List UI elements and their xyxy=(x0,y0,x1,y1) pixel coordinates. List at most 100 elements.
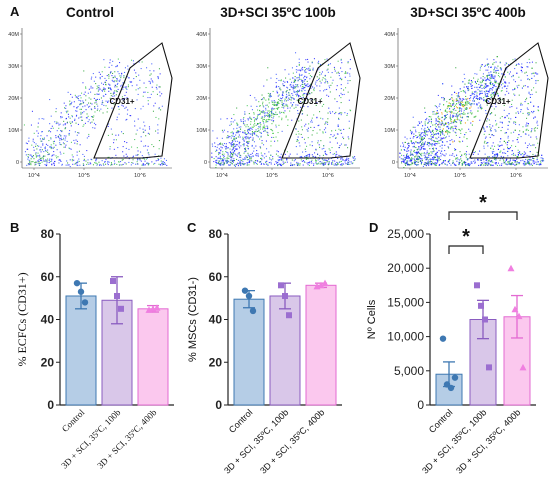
flow-event-dot xyxy=(91,109,93,111)
flow-event-dot xyxy=(461,160,463,162)
flow-event-dot xyxy=(221,162,223,164)
flow-event-dot xyxy=(489,136,491,138)
flow-event-dot xyxy=(435,159,437,161)
flow-event-dot xyxy=(419,160,421,162)
flow-event-dot xyxy=(408,150,410,152)
flow-event-dot xyxy=(469,103,471,105)
flow-event-dot xyxy=(416,142,418,144)
flow-y-tick-label: 10M xyxy=(384,128,395,134)
flow-event-dot xyxy=(425,163,427,165)
flow-event-dot xyxy=(276,78,278,80)
flow-event-dot xyxy=(245,136,247,138)
flow-event-dot xyxy=(439,135,441,137)
flow-event-dot xyxy=(415,141,417,143)
flow-event-dot xyxy=(259,105,261,107)
flow-event-dot xyxy=(65,105,67,107)
flow-event-dot xyxy=(296,91,298,93)
flow-event-dot xyxy=(409,129,411,131)
flow-event-dot xyxy=(44,147,46,149)
flow-event-dot xyxy=(315,160,317,162)
flow-event-dot xyxy=(481,81,483,83)
flow-event-dot xyxy=(111,102,113,104)
flow-event-dot xyxy=(303,84,305,86)
flow-event-dot xyxy=(124,97,126,99)
flow-event-dot xyxy=(50,146,52,148)
flow-event-dot xyxy=(251,139,253,141)
flow-event-dot xyxy=(49,146,51,148)
flow-event-dot xyxy=(296,139,298,141)
flow-event-dot xyxy=(296,92,298,94)
y-tick-label: 40 xyxy=(41,313,55,327)
flow-event-dot xyxy=(318,158,320,160)
flow-event-dot xyxy=(443,99,445,101)
flow-event-dot xyxy=(250,157,252,159)
flow-event-dot xyxy=(495,153,497,155)
flow-event-dot xyxy=(271,129,273,131)
flow-event-dot xyxy=(166,164,168,166)
flow-event-dot xyxy=(462,98,464,100)
flow-event-dot xyxy=(304,86,306,88)
flow-event-dot xyxy=(349,161,351,163)
flow-event-dot xyxy=(290,83,292,85)
flow-event-dot xyxy=(227,155,229,157)
flow-event-dot xyxy=(479,91,481,93)
flow-event-dot xyxy=(452,114,454,116)
flow-event-dot xyxy=(338,95,340,97)
flow-event-dot xyxy=(490,78,492,80)
flow-event-dot xyxy=(499,145,501,147)
flow-event-dot xyxy=(244,136,246,138)
flow-y-tick-label: 40M xyxy=(384,32,395,38)
flow-event-dot xyxy=(271,112,273,114)
flow-event-dot xyxy=(321,162,323,164)
flow-event-dot xyxy=(291,104,293,106)
flow-event-dot xyxy=(438,142,440,144)
flow-event-dot xyxy=(269,112,271,114)
flow-event-dot xyxy=(230,152,232,154)
flow-event-dot xyxy=(269,157,271,159)
flow-event-dot xyxy=(529,164,531,166)
significance-bracket xyxy=(448,245,484,254)
flow-event-dot xyxy=(53,151,55,153)
flow-event-dot xyxy=(486,86,488,88)
flow-event-dot xyxy=(481,80,483,82)
flow-event-dot xyxy=(278,159,280,161)
flow-event-dot xyxy=(110,95,112,97)
flow-event-dot xyxy=(407,155,409,157)
flow-event-dot xyxy=(337,163,339,165)
flow-event-dot xyxy=(231,145,233,147)
flow-event-dot xyxy=(468,163,470,165)
flow-event-dot xyxy=(278,163,280,165)
flow-event-dot xyxy=(465,104,467,106)
flow-event-dot xyxy=(465,102,467,104)
flow-event-dot xyxy=(69,104,71,106)
flow-event-dot xyxy=(233,164,235,166)
flow-event-dot xyxy=(449,114,451,116)
flow-event-dot xyxy=(266,114,268,116)
flow-event-dot xyxy=(406,161,408,163)
flow-event-dot xyxy=(533,163,535,165)
flow-event-dot xyxy=(494,154,496,156)
flow-event-dot xyxy=(128,161,130,163)
flow-event-dot xyxy=(337,71,339,73)
flow-event-dot xyxy=(488,63,490,65)
flow-event-dot xyxy=(82,163,84,165)
flow-event-dot xyxy=(313,88,315,90)
flow-event-dot xyxy=(329,87,331,89)
flow-event-dot xyxy=(432,124,434,126)
flow-event-dot xyxy=(276,104,278,106)
flow-event-dot xyxy=(27,163,29,165)
flow-event-dot xyxy=(462,90,464,92)
flow-event-dot xyxy=(80,108,82,110)
flow-event-dot xyxy=(499,76,501,78)
flow-event-dot xyxy=(528,163,530,165)
flow-event-dot xyxy=(277,95,279,97)
flow-event-dot xyxy=(438,123,440,125)
flow-event-dot xyxy=(257,109,259,111)
flow-event-dot xyxy=(318,77,320,79)
flow-event-dot xyxy=(42,137,44,139)
flow-event-dot xyxy=(437,160,439,162)
flow-event-dot xyxy=(125,88,127,90)
flow-event-dot xyxy=(215,167,217,169)
flow-event-dot xyxy=(467,164,469,166)
flow-event-dot xyxy=(98,161,100,163)
